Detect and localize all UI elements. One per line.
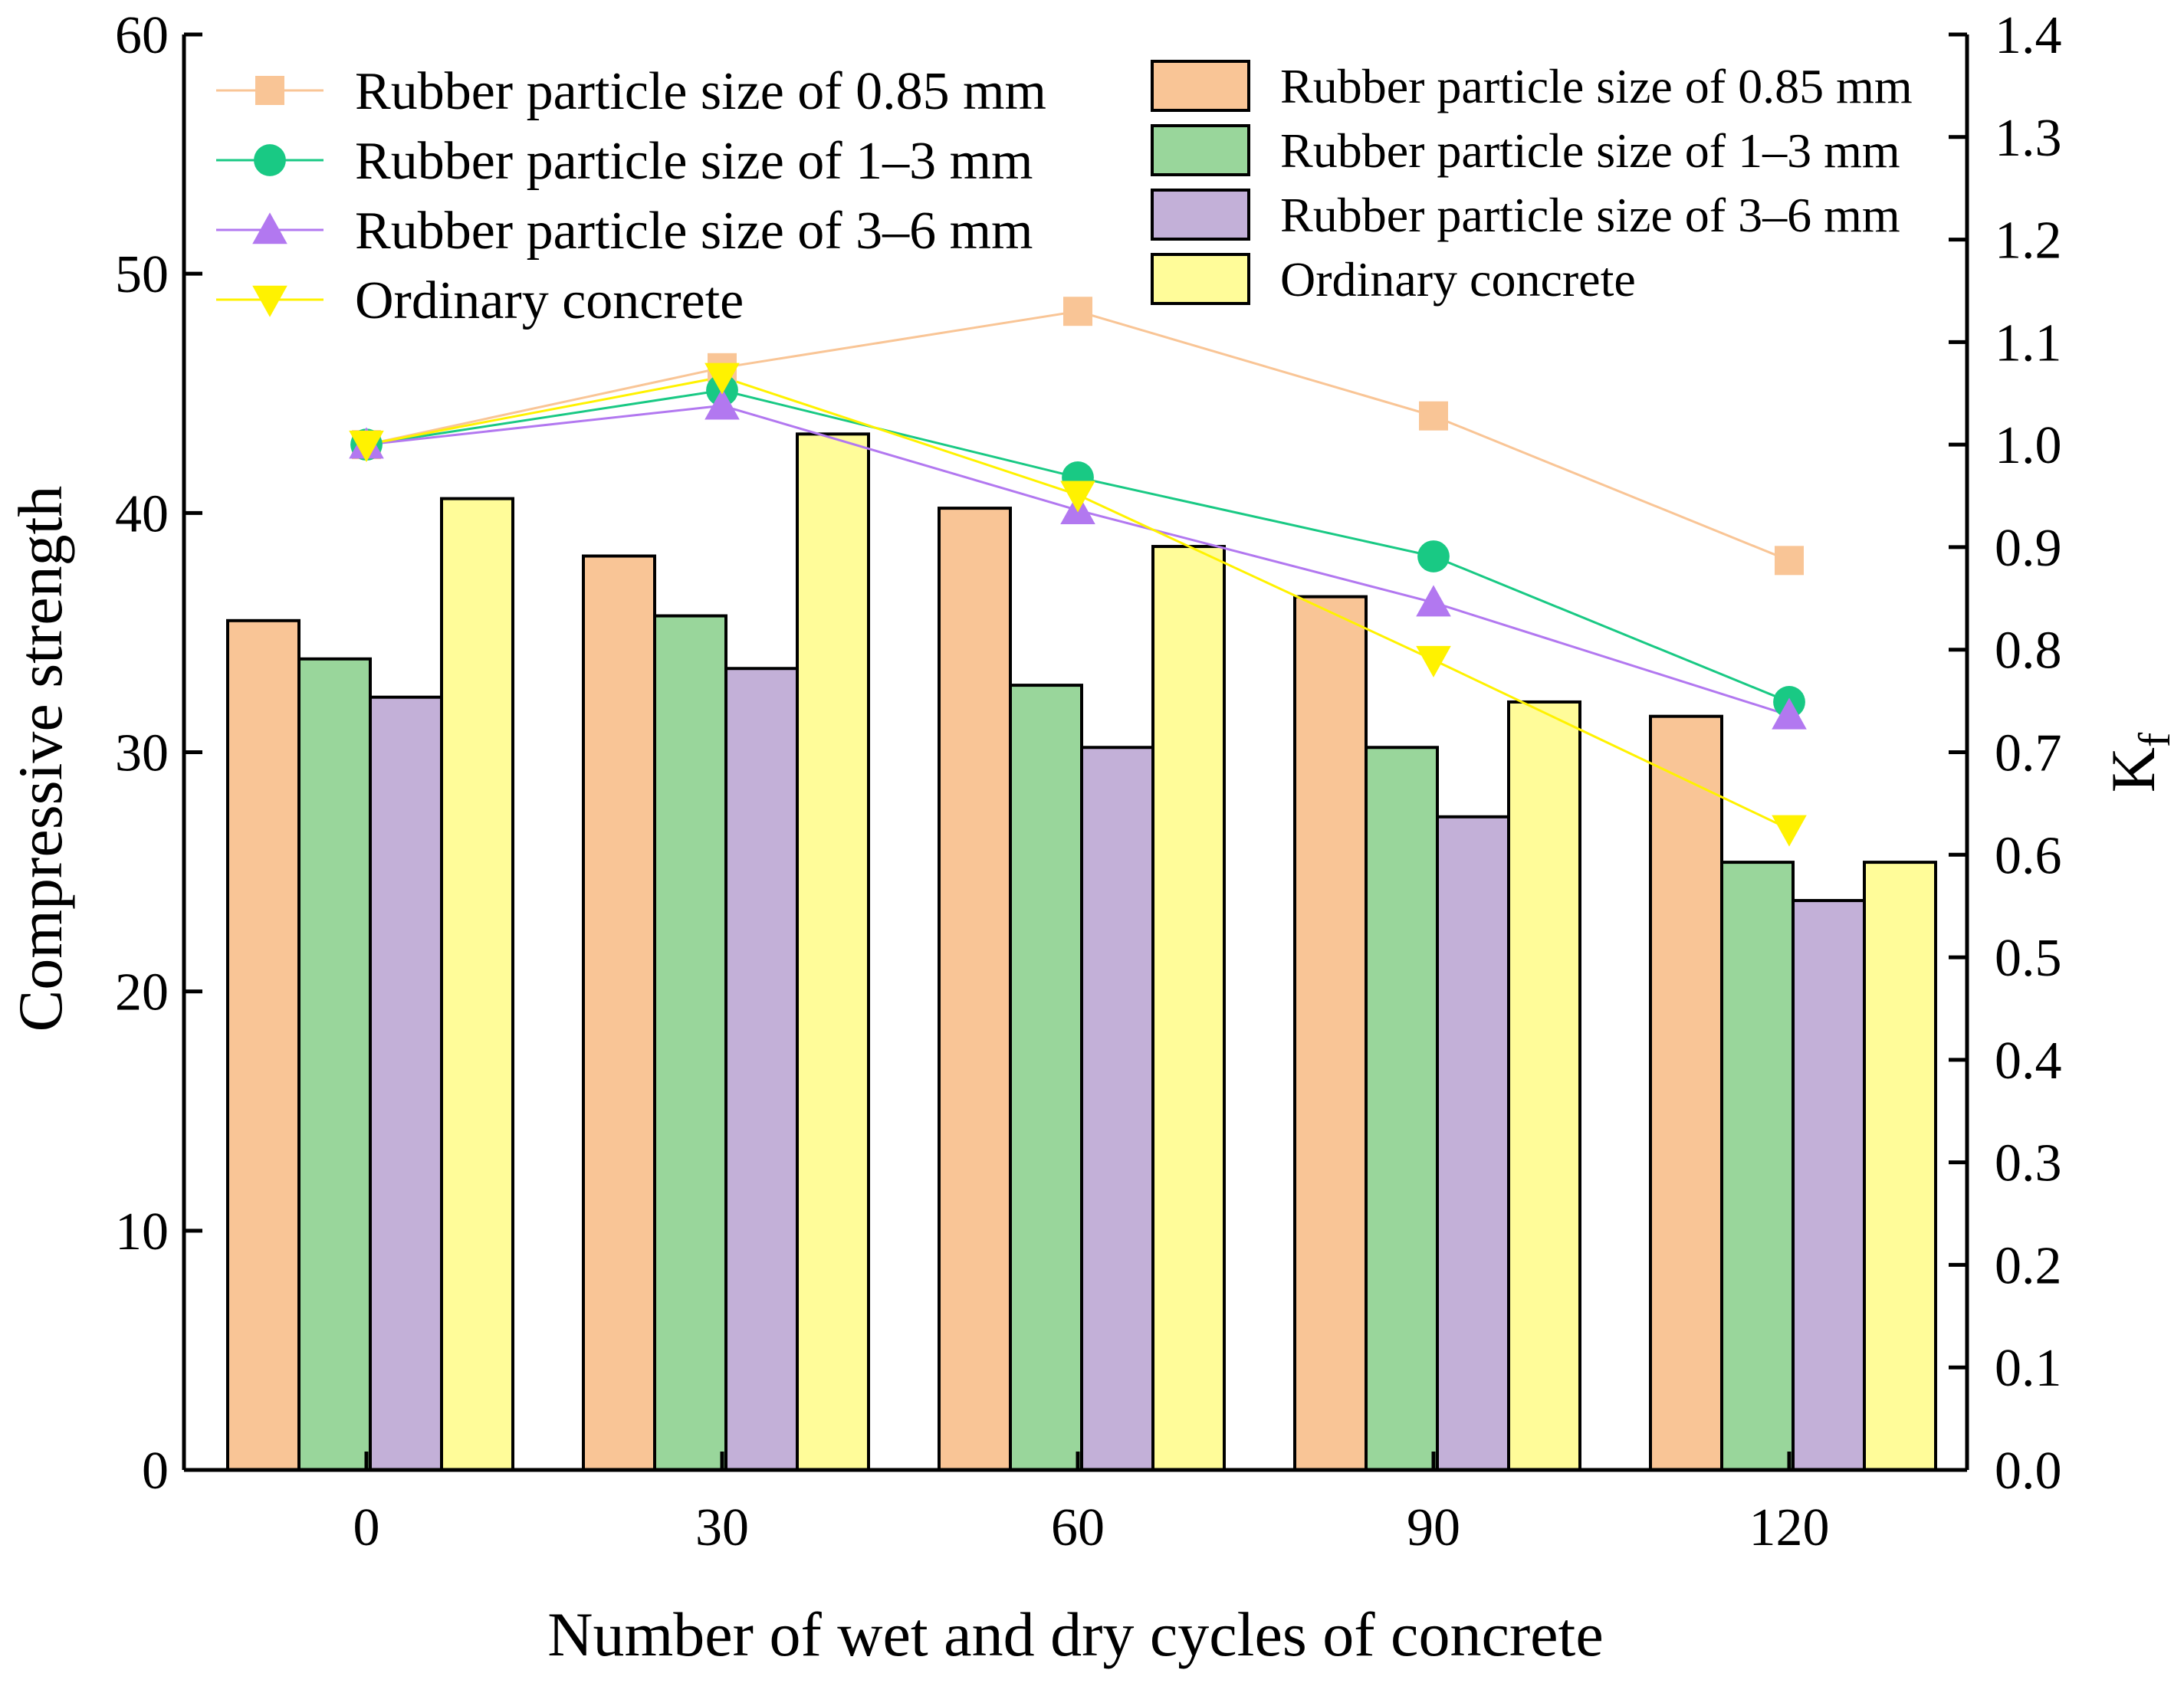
legend-swatch-rubber-particle-size-of-3-6-mm — [1151, 189, 1250, 241]
bar-ordinary-concrete-0 — [440, 497, 514, 1471]
bar-rubber-particle-size-of-0-85-mm-60 — [938, 507, 1012, 1472]
y-right-tick-label-0.9: 0.9 — [1995, 519, 2062, 578]
legend-marker-rubber-particle-size-of-1-3-mm — [254, 144, 286, 176]
legend-line-label-ordinary-concrete: Ordinary concrete — [355, 271, 744, 330]
y-right-tick-label-0.6: 0.6 — [1995, 826, 2062, 885]
line-layer — [349, 297, 1807, 847]
bar-rubber-particle-size-of-3-6-mm-0 — [369, 695, 443, 1471]
bar-rubber-particle-size-of-1-3-mm-120 — [1720, 861, 1795, 1471]
x-axis-label: Number of wet and dry cycles of concrete — [547, 1599, 1603, 1669]
bar-ordinary-concrete-30 — [796, 432, 870, 1471]
legend-bar-label-rubber-particle-size-of-3-6-mm: Rubber particle size of 3–6 mm — [1280, 188, 1900, 242]
marker-rubber-particle-size-of-0-85-mm-120 — [1775, 546, 1804, 576]
y-right-tick-label-0.2: 0.2 — [1995, 1236, 2062, 1295]
legend-swatch-ordinary-concrete — [1151, 253, 1250, 305]
marker-rubber-particle-size-of-0-85-mm-90 — [1419, 401, 1448, 431]
y-right-tick-label-1.1: 1.1 — [1995, 313, 2062, 372]
y-right-tick-label-0.8: 0.8 — [1995, 622, 2062, 681]
legend-marker-ordinary-concrete — [252, 285, 287, 317]
y-right-tick-label-0.5: 0.5 — [1995, 929, 2062, 988]
y-axis-right-label-sub: f — [2130, 732, 2179, 747]
y-right-tick-label-0.0: 0.0 — [1995, 1442, 2062, 1501]
bar-rubber-particle-size-of-1-3-mm-0 — [297, 657, 372, 1471]
legend-swatch-rubber-particle-size-of-0-85-mm — [1151, 60, 1250, 112]
y-axis-left-label: Compressive strength — [5, 486, 75, 1032]
marker-rubber-particle-size-of-0-85-mm-60 — [1063, 297, 1092, 326]
y-right-tick-label-0.1: 0.1 — [1995, 1339, 2062, 1398]
legend-bar-label-rubber-particle-size-of-1-3-mm: Rubber particle size of 1–3 mm — [1280, 123, 1900, 178]
x-tick-label-60: 60 — [1051, 1498, 1105, 1557]
bar-rubber-particle-size-of-1-3-mm-30 — [653, 614, 727, 1472]
x-tick-label-90: 90 — [1407, 1498, 1460, 1557]
bar-rubber-particle-size-of-0-85-mm-120 — [1649, 714, 1723, 1471]
marker-ordinary-concrete-30 — [704, 363, 740, 395]
x-tick-label-120: 120 — [1749, 1498, 1830, 1557]
bar-legend: Rubber particle size of 0.85 mm Rubber pa… — [1151, 59, 1913, 307]
x-tick-label-30: 30 — [695, 1498, 749, 1557]
marker-ordinary-concrete-60 — [1060, 481, 1095, 513]
legend-bar-label-ordinary-concrete: Ordinary concrete — [1280, 252, 1636, 307]
y-axis-right-label: Kf — [2098, 732, 2179, 792]
x-tick-label-0: 0 — [353, 1498, 380, 1557]
y-right-tick-label-1.3: 1.3 — [1995, 109, 2062, 168]
y-left-tick-label-0: 0 — [142, 1442, 169, 1501]
axes: 0 10 20 30 40 50 60 0.0 0.1 0.2 0.3 0.4 0.5 0.6 0.7 0.8… — [115, 6, 2062, 1557]
marker-rubber-particle-size-of-1-3-mm-90 — [1417, 540, 1450, 572]
bar-rubber-particle-size-of-3-6-mm-30 — [724, 667, 799, 1471]
y-right-tick-label-0.4: 0.4 — [1995, 1032, 2062, 1091]
legend-line-label-rubber-particle-size-of-3-6-mm: Rubber particle size of 3–6 mm — [355, 202, 1033, 261]
legend-line-label-rubber-particle-size-of-0-85-mm: Rubber particle size of 0.85 mm — [355, 62, 1046, 121]
legend-swatch-rubber-particle-size-of-1-3-mm — [1151, 124, 1250, 176]
legend-marker-rubber-particle-size-of-0-85-mm — [255, 76, 284, 105]
y-left-tick-label-60: 60 — [115, 6, 169, 65]
y-axis-right-label-main: K — [2098, 747, 2168, 792]
y-left-tick-label-20: 20 — [115, 963, 169, 1022]
y-left-tick-label-50: 50 — [115, 245, 169, 304]
marker-ordinary-concrete-0 — [349, 430, 384, 462]
bar-rubber-particle-size-of-1-3-mm-60 — [1009, 684, 1083, 1471]
line-legend: Rubber particle size of 0.85 mm Rubber pa… — [216, 62, 1046, 330]
bar-rubber-particle-size-of-0-85-mm-30 — [582, 554, 656, 1471]
bar-ordinary-concrete-120 — [1863, 861, 1937, 1471]
marker-ordinary-concrete-90 — [1416, 645, 1451, 677]
y-right-tick-label-1.4: 1.4 — [1995, 6, 2062, 65]
y-right-tick-label-0.7: 0.7 — [1995, 724, 2062, 783]
marker-rubber-particle-size-of-3-6-mm-90 — [1416, 585, 1451, 617]
bar-rubber-particle-size-of-3-6-mm-90 — [1436, 815, 1510, 1472]
y-left-tick-label-40: 40 — [115, 484, 169, 543]
bar-layer — [226, 432, 1937, 1472]
legend-marker-rubber-particle-size-of-3-6-mm — [252, 212, 287, 244]
bar-rubber-particle-size-of-3-6-mm-60 — [1080, 746, 1154, 1471]
y-left-tick-label-30: 30 — [115, 724, 169, 783]
y-right-tick-label-1.0: 1.0 — [1995, 416, 2062, 475]
marker-rubber-particle-size-of-3-6-mm-120 — [1772, 697, 1807, 730]
bar-rubber-particle-size-of-0-85-mm-90 — [1293, 595, 1368, 1471]
bar-rubber-particle-size-of-1-3-mm-90 — [1365, 746, 1439, 1471]
bar-ordinary-concrete-60 — [1151, 545, 1226, 1472]
bar-ordinary-concrete-90 — [1507, 700, 1581, 1471]
y-left-tick-label-10: 10 — [115, 1202, 169, 1261]
y-right-tick-label-0.3: 0.3 — [1995, 1134, 2062, 1193]
legend-bar-label-rubber-particle-size-of-0-85-mm: Rubber particle size of 0.85 mm — [1280, 59, 1913, 113]
marker-rubber-particle-size-of-3-6-mm-30 — [704, 388, 740, 420]
legend-line-label-rubber-particle-size-of-1-3-mm: Rubber particle size of 1–3 mm — [355, 132, 1033, 191]
bar-rubber-particle-size-of-3-6-mm-120 — [1792, 899, 1866, 1471]
marker-ordinary-concrete-120 — [1772, 815, 1807, 847]
y-right-tick-label-1.2: 1.2 — [1995, 212, 2062, 271]
bar-rubber-particle-size-of-0-85-mm-0 — [226, 618, 301, 1471]
